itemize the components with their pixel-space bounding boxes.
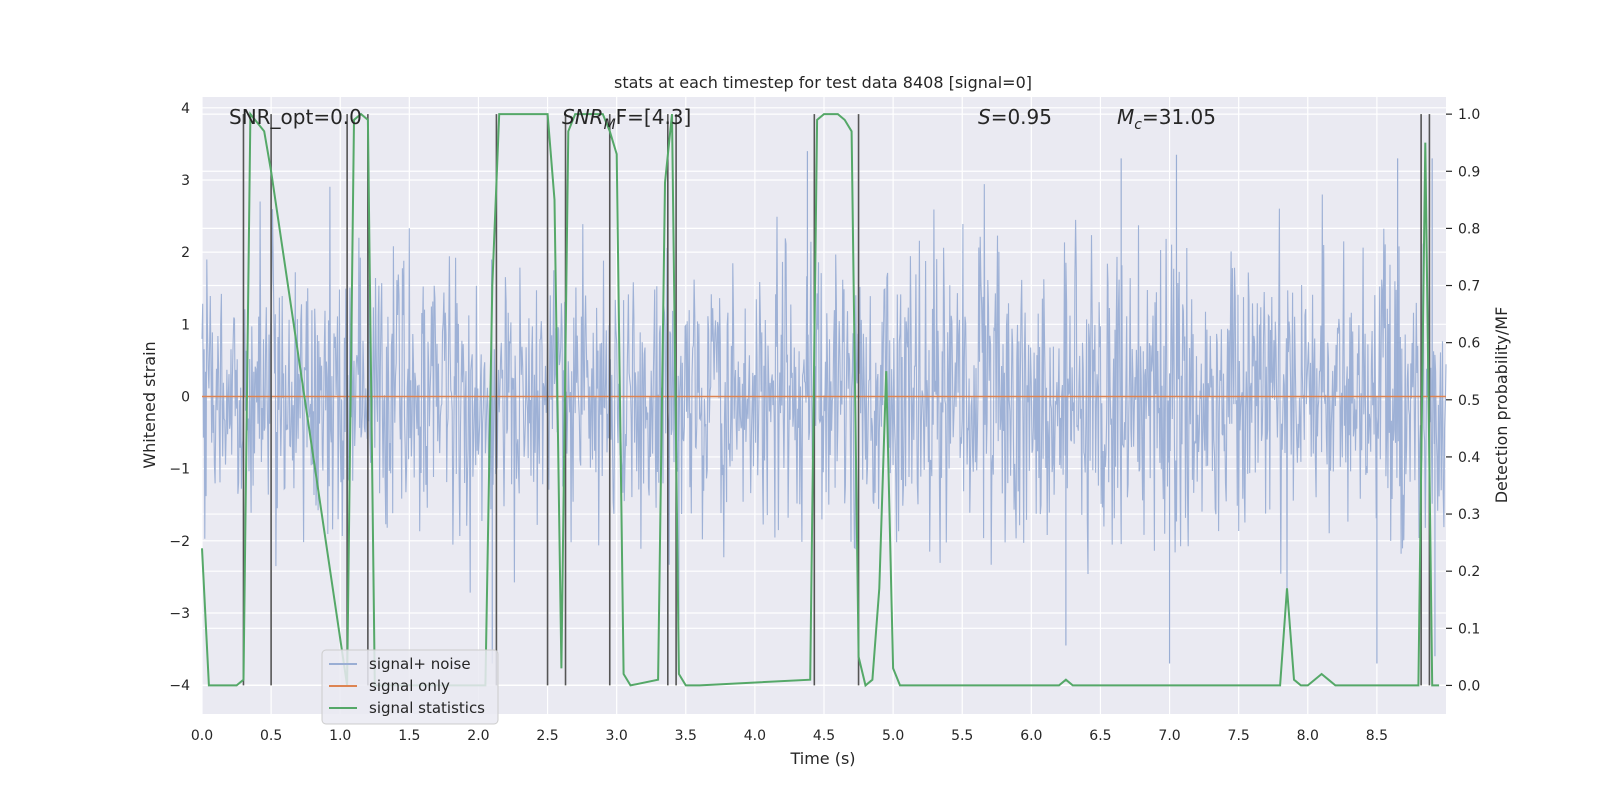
right-y-tick-label: 0.7 — [1458, 279, 1480, 295]
x-tick-label: 1.5 — [398, 728, 420, 744]
legend-label-signal-plus-noise: signal+ noise — [369, 655, 471, 673]
x-tick-label: 5.5 — [951, 728, 973, 744]
snr-mf-main: SNR — [562, 105, 604, 129]
left-y-tick-label: 2 — [181, 245, 190, 261]
right-y-tick-label: 0.5 — [1458, 393, 1480, 409]
right-y-tick-label: 0.1 — [1458, 621, 1480, 637]
x-tick-label: 1.0 — [329, 728, 351, 744]
x-tick-label: 2.0 — [467, 728, 489, 744]
left-y-tick-label: 3 — [181, 173, 190, 189]
left-y-tick-labels: −4 −3 −2 −1 0 1 2 3 4 — [169, 101, 190, 694]
s-var: S — [978, 105, 991, 129]
left-y-tick-label: −4 — [169, 678, 190, 694]
mc-rest: =31.05 — [1142, 105, 1216, 129]
x-tick-label: 6.5 — [1089, 728, 1111, 744]
x-tick-label: 8.5 — [1366, 728, 1388, 744]
x-tick-label: 6.0 — [1020, 728, 1042, 744]
x-tick-label: 8.0 — [1297, 728, 1319, 744]
s-rest: =0.95 — [991, 105, 1052, 129]
right-y-tick-label: 0.8 — [1458, 221, 1480, 237]
right-y-tick-label: 0.4 — [1458, 450, 1480, 466]
mc-sub: c — [1134, 117, 1142, 133]
x-tick-label: 7.5 — [1228, 728, 1250, 744]
left-y-tick-label: 0 — [181, 389, 190, 405]
chart-title: stats at each timestep for test data 840… — [614, 73, 1032, 92]
x-tick-label: 3.5 — [675, 728, 697, 744]
left-y-tick-label: 4 — [181, 101, 190, 117]
x-tick-label: 3.0 — [606, 728, 628, 744]
annotation-s: S=0.95 — [978, 105, 1052, 129]
right-y-tick-label: 0.3 — [1458, 507, 1480, 523]
noise-trace — [201, 184, 1447, 593]
x-tick-label: 4.5 — [813, 728, 835, 744]
snr-mf-rest: F=[4.3] — [616, 105, 692, 129]
left-y-tick-label: −3 — [169, 606, 190, 622]
right-y-tick-label: 0.0 — [1458, 678, 1480, 694]
mc-var: M — [1117, 105, 1134, 129]
legend-label-signal-statistics: signal statistics — [369, 699, 485, 717]
left-y-tick-label: 1 — [181, 317, 190, 333]
right-y-tick-label: 1.0 — [1458, 107, 1480, 123]
right-y-tick-label: 0.6 — [1458, 336, 1480, 352]
right-y-tick-label: 0.2 — [1458, 564, 1480, 580]
snr-mf-sub: M — [604, 117, 616, 133]
legend: signal+ noise signal only signal statist… — [321, 649, 499, 725]
x-tick-label: 0.5 — [260, 728, 282, 744]
right-y-tick-label: 0.9 — [1458, 164, 1480, 180]
annotation-mc: Mc=31.05 — [1117, 105, 1216, 133]
right-y-tick-labels: 0.0 0.1 0.2 0.3 0.4 0.5 0.6 0.7 0.8 0.9 1.0 — [1446, 107, 1480, 694]
x-tick-label: 0.0 — [191, 728, 213, 744]
annotation-snr-opt: SNR_opt=0.0 — [229, 105, 362, 129]
left-y-axis-label: Whitened strain — [140, 341, 159, 468]
x-tick-label: 5.0 — [882, 728, 904, 744]
x-tick-label: 7.0 — [1158, 728, 1180, 744]
series-signal-plus-noise — [201, 151, 1447, 664]
annotation-snr-mf: SNRMF=[4.3] — [562, 105, 691, 133]
right-y-axis-label: Detection probability/MF — [1492, 307, 1511, 504]
series-signal-statistics — [201, 111, 1440, 688]
x-tick-label: 4.0 — [744, 728, 766, 744]
legend-frame — [321, 649, 499, 725]
left-y-tick-label: −1 — [169, 462, 190, 478]
x-axis-label: Time (s) — [789, 749, 855, 768]
left-y-tick-label: −2 — [169, 534, 190, 550]
x-tick-label: 2.5 — [536, 728, 558, 744]
x-tick-labels: 0.0 0.5 1.0 1.5 2.0 2.5 3.0 3.5 4.0 4.5 5.0 5.5 6.0 6… — [191, 728, 1388, 744]
legend-label-signal-only: signal only — [369, 677, 450, 695]
